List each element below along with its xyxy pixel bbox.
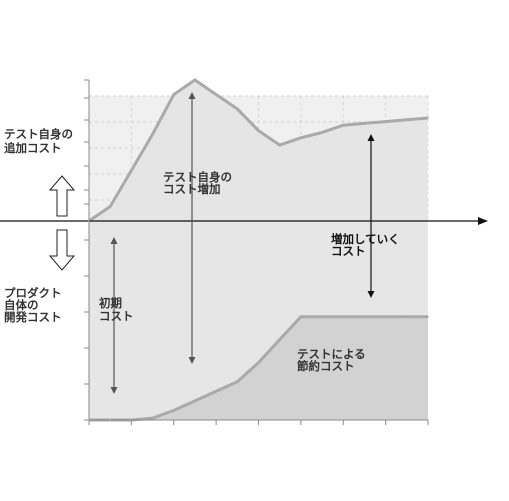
test-cost-increase-label: テスト自身の コスト増加 [163,170,236,196]
test-cost-increase-line-1: テスト自身の [163,170,232,184]
test-cost-point-14 [384,120,387,123]
annotation-arrows [110,92,375,394]
test-cost-point-8 [257,129,260,132]
zero-axis-arrowhead [478,217,488,225]
test-cost-increase-line-2: コスト増加 [163,182,221,196]
savings-point-3 [151,417,154,419]
savings-point-7 [236,380,239,383]
test-added-cost-line-1: テスト自身の [4,127,73,141]
test-cost-area [89,80,428,221]
initial-cost-line-1: 初期 [99,296,122,310]
test-added-cost-line-2: 追加コスト [4,141,62,155]
initial-cost-label: 初期 コスト [99,296,134,323]
test-cost-increase-arrow-head-top [188,92,196,99]
test-cost-point-13 [363,122,366,125]
savings-cost-label: テストによる 節約コスト [296,347,370,373]
test-cost-point-0 [88,220,90,222]
test-cost-point-1 [109,205,111,208]
increasing-cost-line-1: 増加していく [331,232,400,246]
test-cost-point-10 [300,137,302,139]
test-cost-point-12 [342,124,345,126]
savings-point-14 [384,315,387,318]
test-cost-point-15 [406,118,408,121]
savings-cost-line-2: 節約コスト [296,359,355,373]
increasing-cost-line-2: コスト [331,244,366,258]
savings-point-9 [278,338,281,341]
savings-point-13 [363,315,366,318]
test-cost-point-7 [236,108,239,110]
axes [0,79,488,425]
savings-point-2 [130,419,133,421]
product-dev-cost-line-3: 開発コスト [4,310,62,324]
savings-point-5 [194,400,196,402]
test-cost-point-9 [278,144,281,146]
savings-area [89,316,428,420]
product-dev-cost-label: プロダクト 自体の 開発コスト [4,286,66,324]
test-added-cost-label: テスト自身の 追加コスト [4,127,77,155]
increasing-cost-arrow-head-top [367,134,375,141]
increasing-cost-label: 増加していく コスト [331,232,404,258]
savings-cost-line-1: テストによる [297,347,366,361]
test-cost-increase-arrow-head-bottom [188,357,196,364]
down-arrow-icon [48,229,76,271]
savings-point-11 [321,315,323,318]
test-cost-point-5 [194,79,196,81]
savings-point-6 [215,390,217,393]
savings-point-12 [342,315,345,318]
test-cost-point-11 [321,131,323,134]
test-cost-point-2 [130,169,133,172]
increasing-cost-arrow-head-bottom [367,291,375,298]
savings-point-10 [300,315,302,318]
savings-point-1 [109,419,111,421]
savings-point-16 [427,315,429,318]
savings-point-8 [257,361,260,364]
product-dev-cost-line-2: 自体の [4,298,39,312]
savings-point-0 [88,419,90,421]
initial-cost-arrow-head-bottom [110,387,118,394]
up-arrow-icon [48,175,76,217]
test-cost-point-4 [172,93,175,96]
savings-point-4 [172,409,175,412]
savings-point-15 [406,315,408,318]
product-dev-cost-line-1: プロダクト [4,286,62,300]
initial-cost-line-2: コスト [99,309,134,323]
test-cost-point-16 [427,117,429,119]
initial-cost-arrow-head-top [110,237,118,244]
test-cost-point-3 [151,133,154,136]
test-cost-point-6 [215,93,217,96]
